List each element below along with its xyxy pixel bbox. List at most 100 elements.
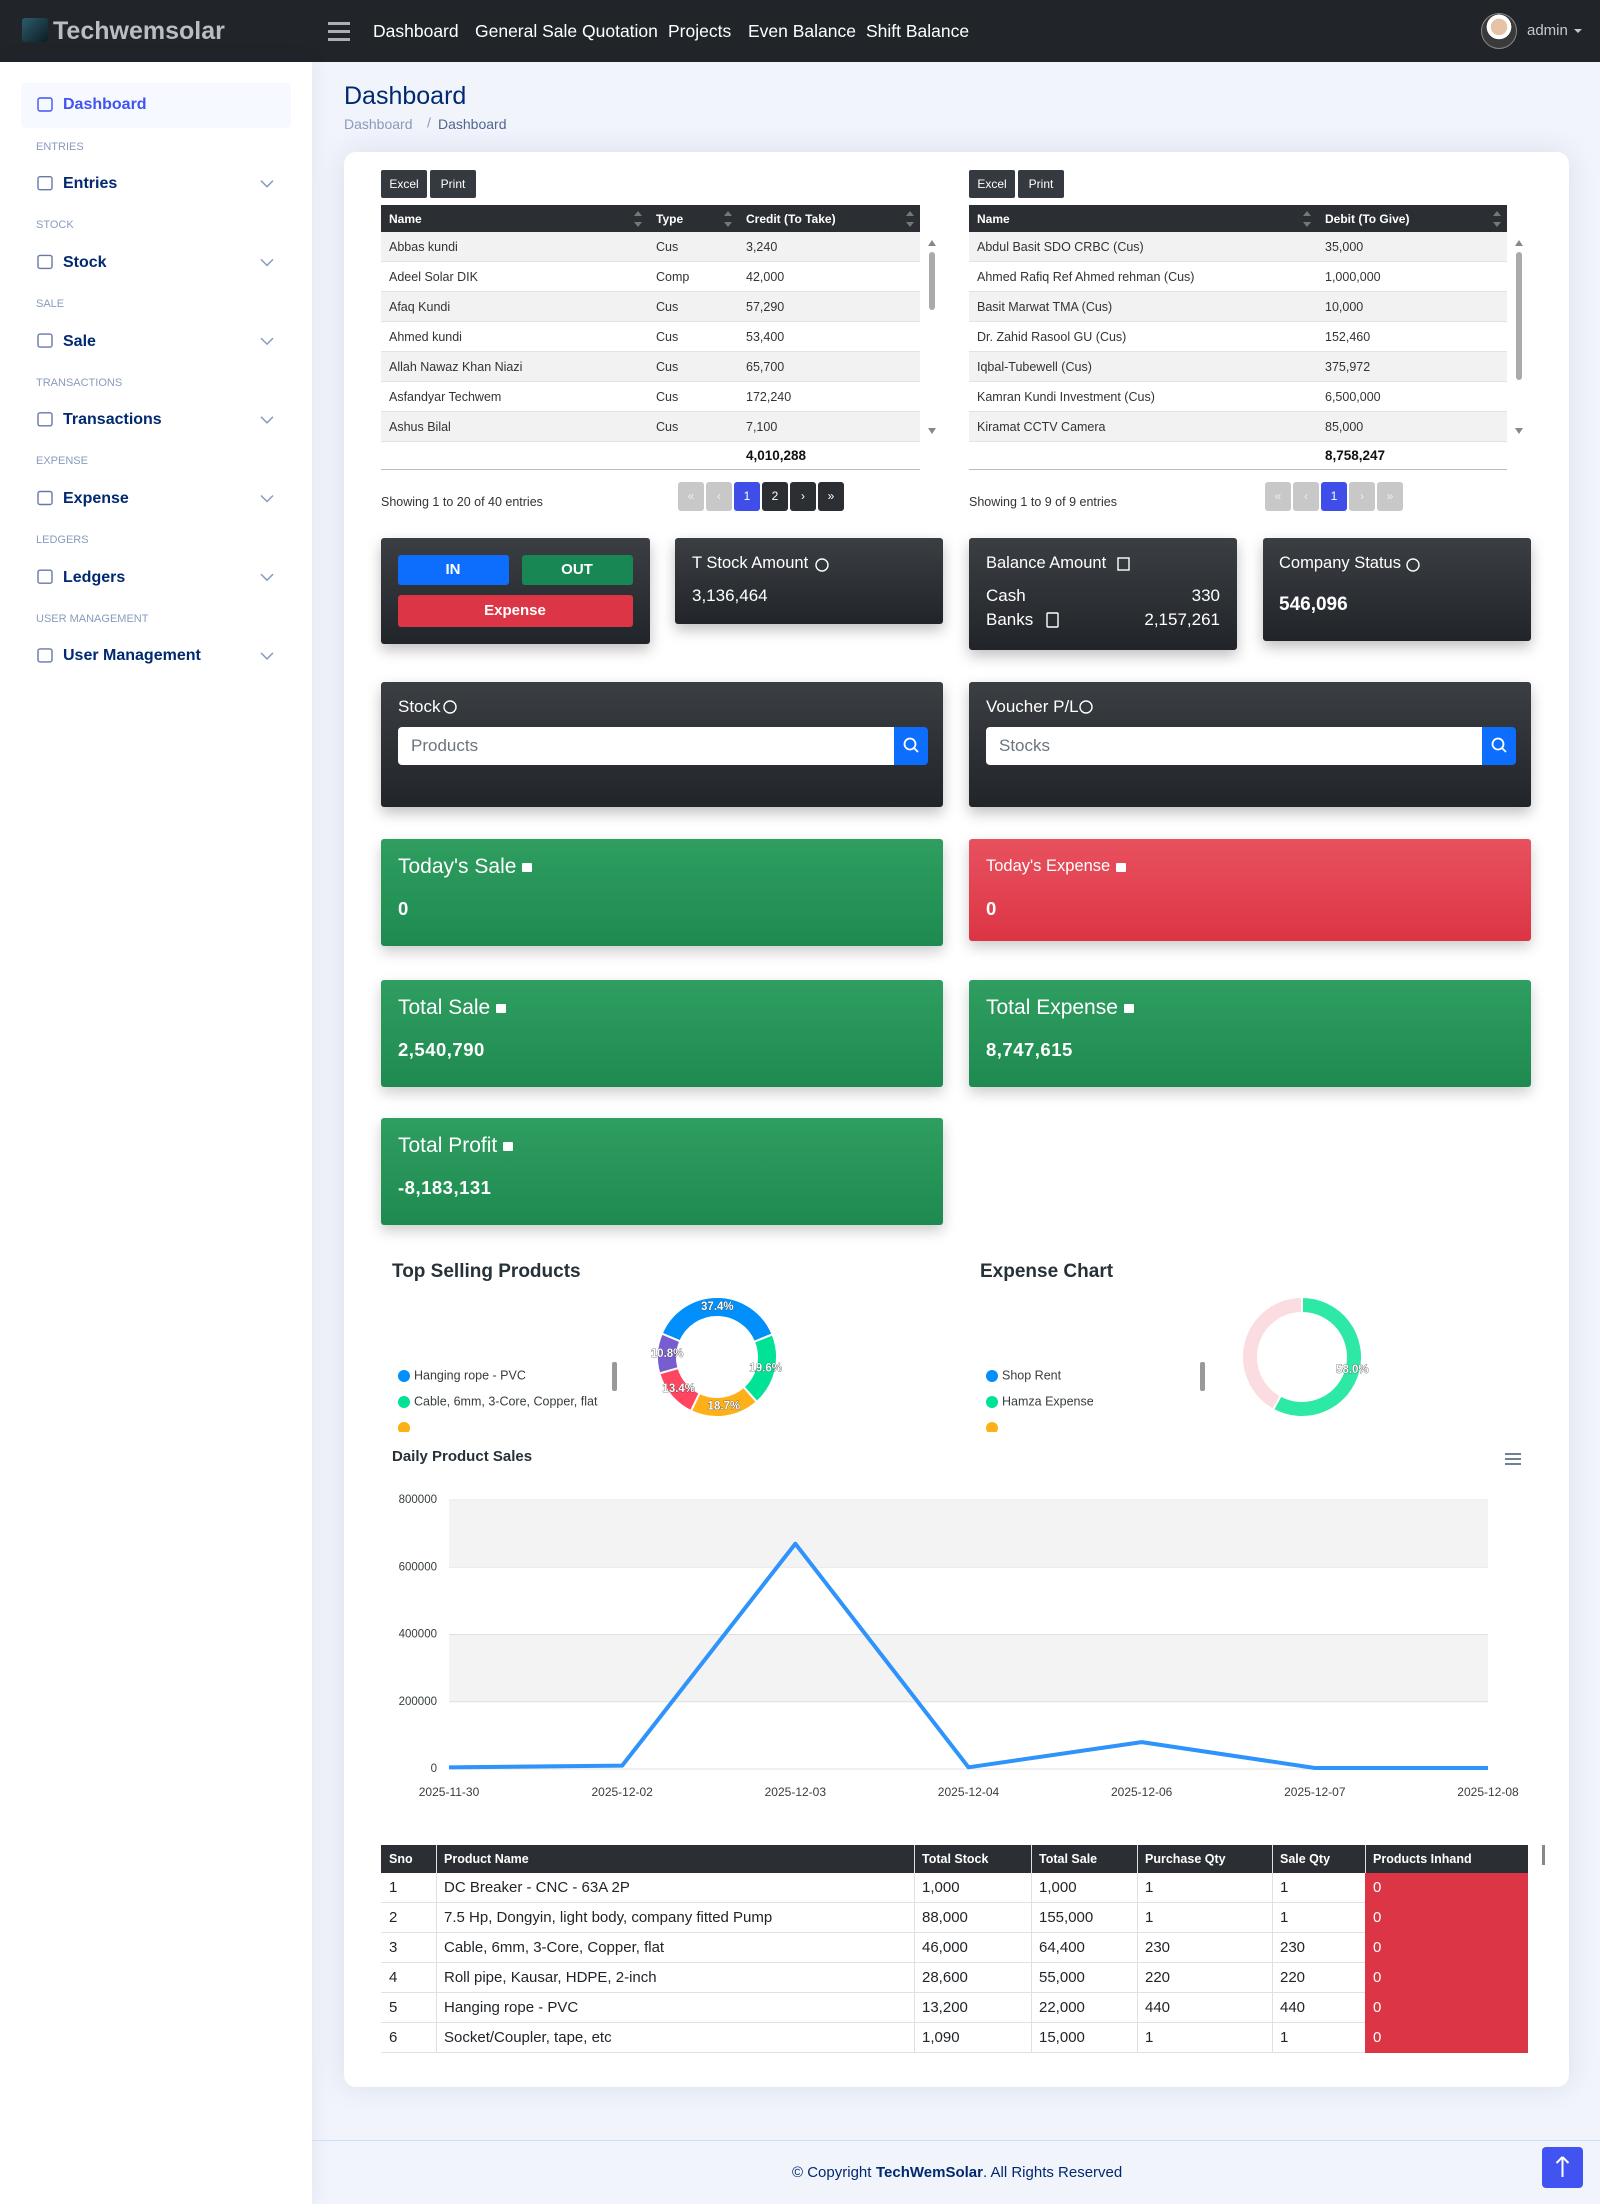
column-header[interactable]: Total Stock — [922, 1851, 989, 1866]
column-header[interactable]: Product Name — [444, 1851, 529, 1866]
column-header[interactable]: Sno — [389, 1851, 413, 1866]
search-placeholder[interactable]: Stocks — [999, 735, 1051, 755]
column-header[interactable]: Sale Qty — [1280, 1851, 1331, 1866]
export-button-label[interactable]: Print — [1028, 176, 1054, 191]
in-button[interactable] — [398, 555, 509, 585]
pagination-button[interactable] — [762, 482, 788, 511]
pagination-button[interactable] — [1265, 482, 1291, 511]
nav-link[interactable]: General Sale — [475, 20, 578, 41]
search-button[interactable] — [1482, 727, 1516, 765]
table-row — [969, 412, 1507, 442]
pagination-label[interactable]: ‹ — [1304, 488, 1308, 503]
table-header — [969, 205, 1507, 232]
search-input[interactable] — [398, 727, 894, 765]
nav-link[interactable]: Quotation — [582, 20, 658, 41]
table-cell: 35,000 — [1325, 239, 1364, 254]
table-cell: Socket/Coupler, tape, etc — [444, 2029, 612, 2046]
sidebar-link[interactable]: Sale — [63, 332, 96, 350]
column-header[interactable]: Name — [389, 211, 422, 226]
inhand-cell — [1365, 1993, 1528, 2023]
out-button-label[interactable]: OUT — [561, 561, 593, 578]
column-header[interactable]: Credit (To Take) — [746, 211, 836, 226]
export-button[interactable] — [969, 170, 1015, 198]
breadcrumb-link[interactable]: Dashboard — [344, 115, 413, 132]
search-card-title: Stock — [398, 696, 441, 716]
pagination-button[interactable] — [1293, 482, 1319, 511]
pagination-label[interactable]: « — [1274, 488, 1282, 503]
table-cell: Iqbal-Tubewell (Cus) — [977, 359, 1092, 374]
search-placeholder[interactable]: Products — [411, 735, 479, 755]
pagination-button[interactable] — [818, 482, 844, 511]
export-button-label[interactable]: Print — [440, 176, 466, 191]
table-cell: Ahmed kundi — [389, 329, 462, 344]
expense-button-label[interactable]: Expense — [484, 602, 546, 619]
banks-label: Banks — [986, 609, 1034, 629]
expense-button[interactable] — [398, 595, 633, 627]
column-header[interactable]: Purchase Qty — [1145, 1851, 1226, 1866]
column-header[interactable]: Debit (To Give) — [1325, 211, 1410, 226]
table-row — [381, 292, 920, 322]
export-button[interactable] — [381, 170, 427, 198]
sidebar-link[interactable]: Transactions — [63, 411, 162, 429]
table-cell: 0 — [1373, 1999, 1382, 2016]
menu-toggle-bar[interactable] — [328, 38, 350, 41]
pagination-label[interactable]: 1 — [743, 488, 751, 503]
summary-value: 8,747,615 — [986, 1038, 1073, 1060]
sidebar-section-heading: SALE — [36, 298, 65, 310]
column-header[interactable]: Name — [977, 211, 1010, 226]
sidebar-section-heading: LEDGERS — [36, 534, 89, 547]
pagination-label[interactable]: › — [1360, 488, 1364, 503]
summary-card — [969, 980, 1531, 1087]
export-button-label[interactable]: Excel — [389, 176, 419, 191]
sidebar-link[interactable]: Stock — [63, 253, 107, 271]
pagination-label[interactable]: ‹ — [717, 488, 721, 503]
export-button[interactable] — [1018, 170, 1064, 198]
search-input[interactable] — [986, 727, 1482, 765]
out-button[interactable] — [522, 555, 633, 585]
top-navbar — [0, 0, 1600, 62]
in-button-label[interactable]: IN — [445, 561, 461, 578]
pagination-label[interactable]: 2 — [771, 488, 779, 503]
column-header[interactable]: Products Inhand — [1373, 1851, 1472, 1866]
pagination-label[interactable]: » — [827, 488, 835, 503]
pagination-button[interactable] — [1377, 482, 1403, 511]
back-to-top[interactable] — [1542, 2147, 1583, 2188]
sidebar-section-heading: STOCK — [36, 219, 74, 232]
pagination-label[interactable]: « — [687, 488, 695, 503]
menu-toggle-bar[interactable] — [328, 30, 350, 33]
menu-toggle-bar[interactable] — [328, 22, 350, 25]
table-cell: 3,240 — [746, 239, 778, 254]
nav-link[interactable]: Dashboard — [373, 20, 459, 41]
pagination-button[interactable] — [1321, 482, 1347, 511]
pagination-button[interactable] — [790, 482, 816, 511]
sidebar-link[interactable]: User Management — [63, 647, 201, 665]
nav-link[interactable]: Even Balance — [748, 20, 856, 41]
sidebar-link[interactable]: Dashboard — [63, 96, 147, 114]
nav-link[interactable]: Shift Balance — [866, 20, 970, 41]
pagination-button[interactable] — [1349, 482, 1375, 511]
pagination-label[interactable]: › — [801, 488, 805, 503]
export-button[interactable] — [430, 170, 476, 198]
user-name[interactable]: admin — [1527, 22, 1568, 39]
nav-link[interactable]: Projects — [668, 20, 732, 41]
pagination-button[interactable] — [678, 482, 704, 511]
sidebar-link[interactable]: Ledgers — [63, 568, 126, 586]
export-button-label[interactable]: Excel — [977, 176, 1007, 191]
column-header[interactable]: Type — [656, 211, 684, 226]
table-cell: Roll pipe, Kausar, HDPE, 2-inch — [444, 1969, 657, 1986]
pagination-button[interactable] — [706, 482, 732, 511]
sidebar-link[interactable]: Expense — [63, 489, 129, 507]
sidebar-active-item[interactable] — [21, 83, 291, 128]
search-button[interactable] — [894, 727, 928, 765]
pagination-button[interactable] — [734, 482, 760, 511]
column-header[interactable]: Total Sale — [1039, 1851, 1098, 1866]
user-avatar[interactable] — [1481, 13, 1517, 49]
inhand-cell — [1365, 2023, 1528, 2053]
table-cell: 220 — [1280, 1969, 1306, 1986]
table-cell: 42,000 — [746, 269, 785, 284]
pagination-label[interactable]: » — [1386, 488, 1394, 503]
table-cell: Cus — [656, 389, 679, 404]
pagination-label[interactable]: 1 — [1330, 488, 1338, 503]
table-cell: 10,000 — [1325, 299, 1364, 314]
sidebar-link[interactable]: Entries — [63, 175, 118, 193]
